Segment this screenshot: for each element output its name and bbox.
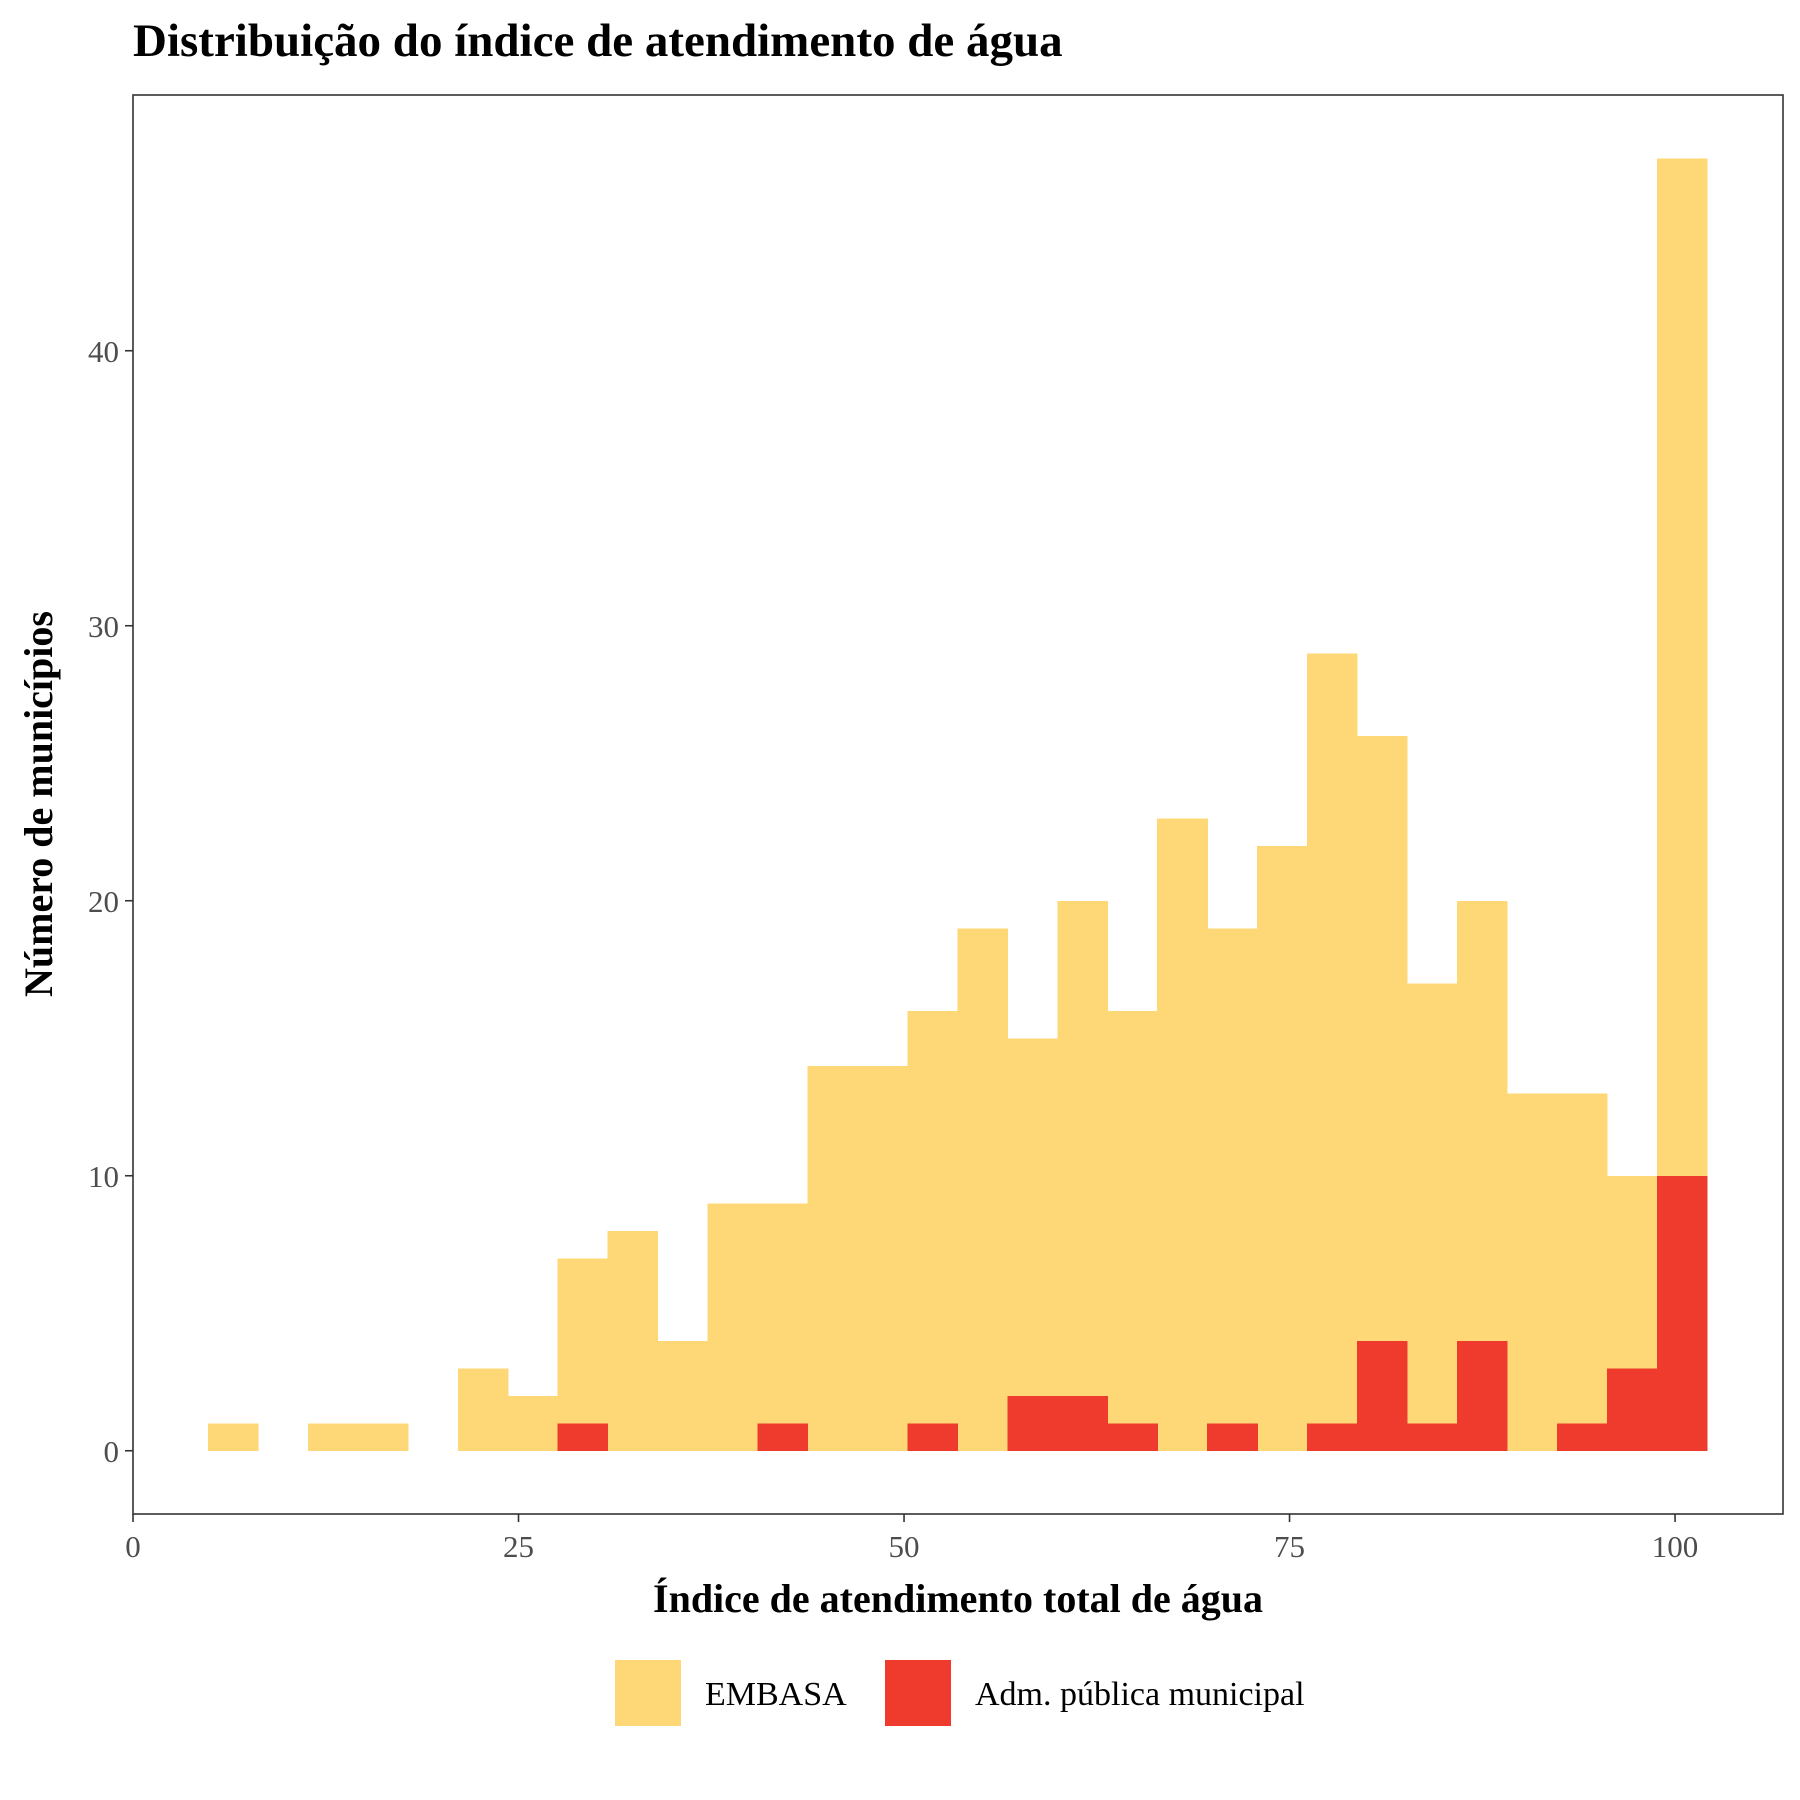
bar-embasa <box>607 1230 659 1451</box>
y-tick-label: 40 <box>88 334 119 369</box>
bar-embasa <box>1407 983 1458 1451</box>
y-axis: 0 10 20 30 40 <box>88 334 133 1469</box>
bar-embasa <box>207 1423 259 1451</box>
y-tick-label: 0 <box>104 1434 120 1469</box>
bar-embasa <box>1506 1093 1558 1451</box>
bar-municipal <box>1407 1423 1458 1451</box>
bar-embasa <box>1157 818 1208 1451</box>
bar-municipal <box>1307 1423 1358 1451</box>
bar-municipal <box>757 1423 809 1451</box>
bar-municipal <box>1107 1423 1158 1451</box>
bar-municipal <box>557 1423 609 1451</box>
bar-embasa <box>1057 900 1108 1451</box>
x-tick-label: 0 <box>125 1529 141 1564</box>
bar-municipal <box>1207 1423 1258 1451</box>
bar-embasa <box>307 1423 359 1451</box>
bar-municipal <box>1457 1340 1508 1451</box>
bar-embasa <box>557 1258 609 1451</box>
x-tick-label: 50 <box>889 1529 920 1564</box>
bar-municipal <box>1057 1395 1108 1451</box>
bar-embasa <box>857 1065 909 1451</box>
panel-border <box>132 94 1784 1515</box>
bar-municipal <box>1007 1395 1058 1451</box>
bar-embasa <box>757 1203 809 1451</box>
x-axis: 0 25 50 75 100 <box>125 1514 1698 1564</box>
bar-embasa <box>707 1203 759 1451</box>
x-tick-label: 25 <box>503 1529 534 1564</box>
bar-embasa <box>1007 1038 1058 1451</box>
bar-embasa <box>1257 845 1308 1451</box>
bar-embasa <box>1357 735 1408 1451</box>
bar-municipal <box>1556 1423 1608 1451</box>
y-tick-label: 30 <box>88 609 119 644</box>
bar-embasa <box>1207 928 1258 1451</box>
legend-key-municipal <box>885 1660 951 1726</box>
bar-embasa <box>807 1065 859 1451</box>
y-tick-label: 10 <box>88 1159 119 1194</box>
bar-municipal <box>1606 1368 1658 1451</box>
bar-embasa <box>907 1010 958 1451</box>
chart-title: Distribuição do índice de atendimento de… <box>133 15 1063 67</box>
bar-embasa <box>457 1368 509 1451</box>
bar-embasa <box>657 1340 709 1451</box>
bar-embasa <box>957 928 1008 1451</box>
bar-municipal <box>1656 1175 1708 1451</box>
bar-embasa <box>507 1395 559 1451</box>
y-axis-label: Número de municípios <box>16 611 61 997</box>
bars-municipal <box>557 1175 1708 1451</box>
x-axis-label: Índice de atendimento total de água <box>653 1576 1263 1621</box>
bars-embasa <box>207 158 1708 1451</box>
y-tick-label: 20 <box>88 884 119 919</box>
bar-embasa <box>1107 1010 1158 1451</box>
x-tick-label: 75 <box>1274 1529 1305 1564</box>
legend-key-embasa <box>615 1660 681 1726</box>
bar-embasa <box>357 1423 409 1451</box>
bar-embasa <box>1307 653 1358 1451</box>
legend: EMBASA Adm. pública municipal <box>615 1660 1305 1726</box>
legend-label-embasa: EMBASA <box>705 1676 847 1713</box>
legend-label-municipal: Adm. pública municipal <box>975 1676 1305 1713</box>
bar-municipal <box>1357 1340 1408 1451</box>
x-tick-label: 100 <box>1652 1529 1699 1564</box>
bar-municipal <box>907 1423 958 1451</box>
bar-embasa <box>1556 1093 1608 1451</box>
